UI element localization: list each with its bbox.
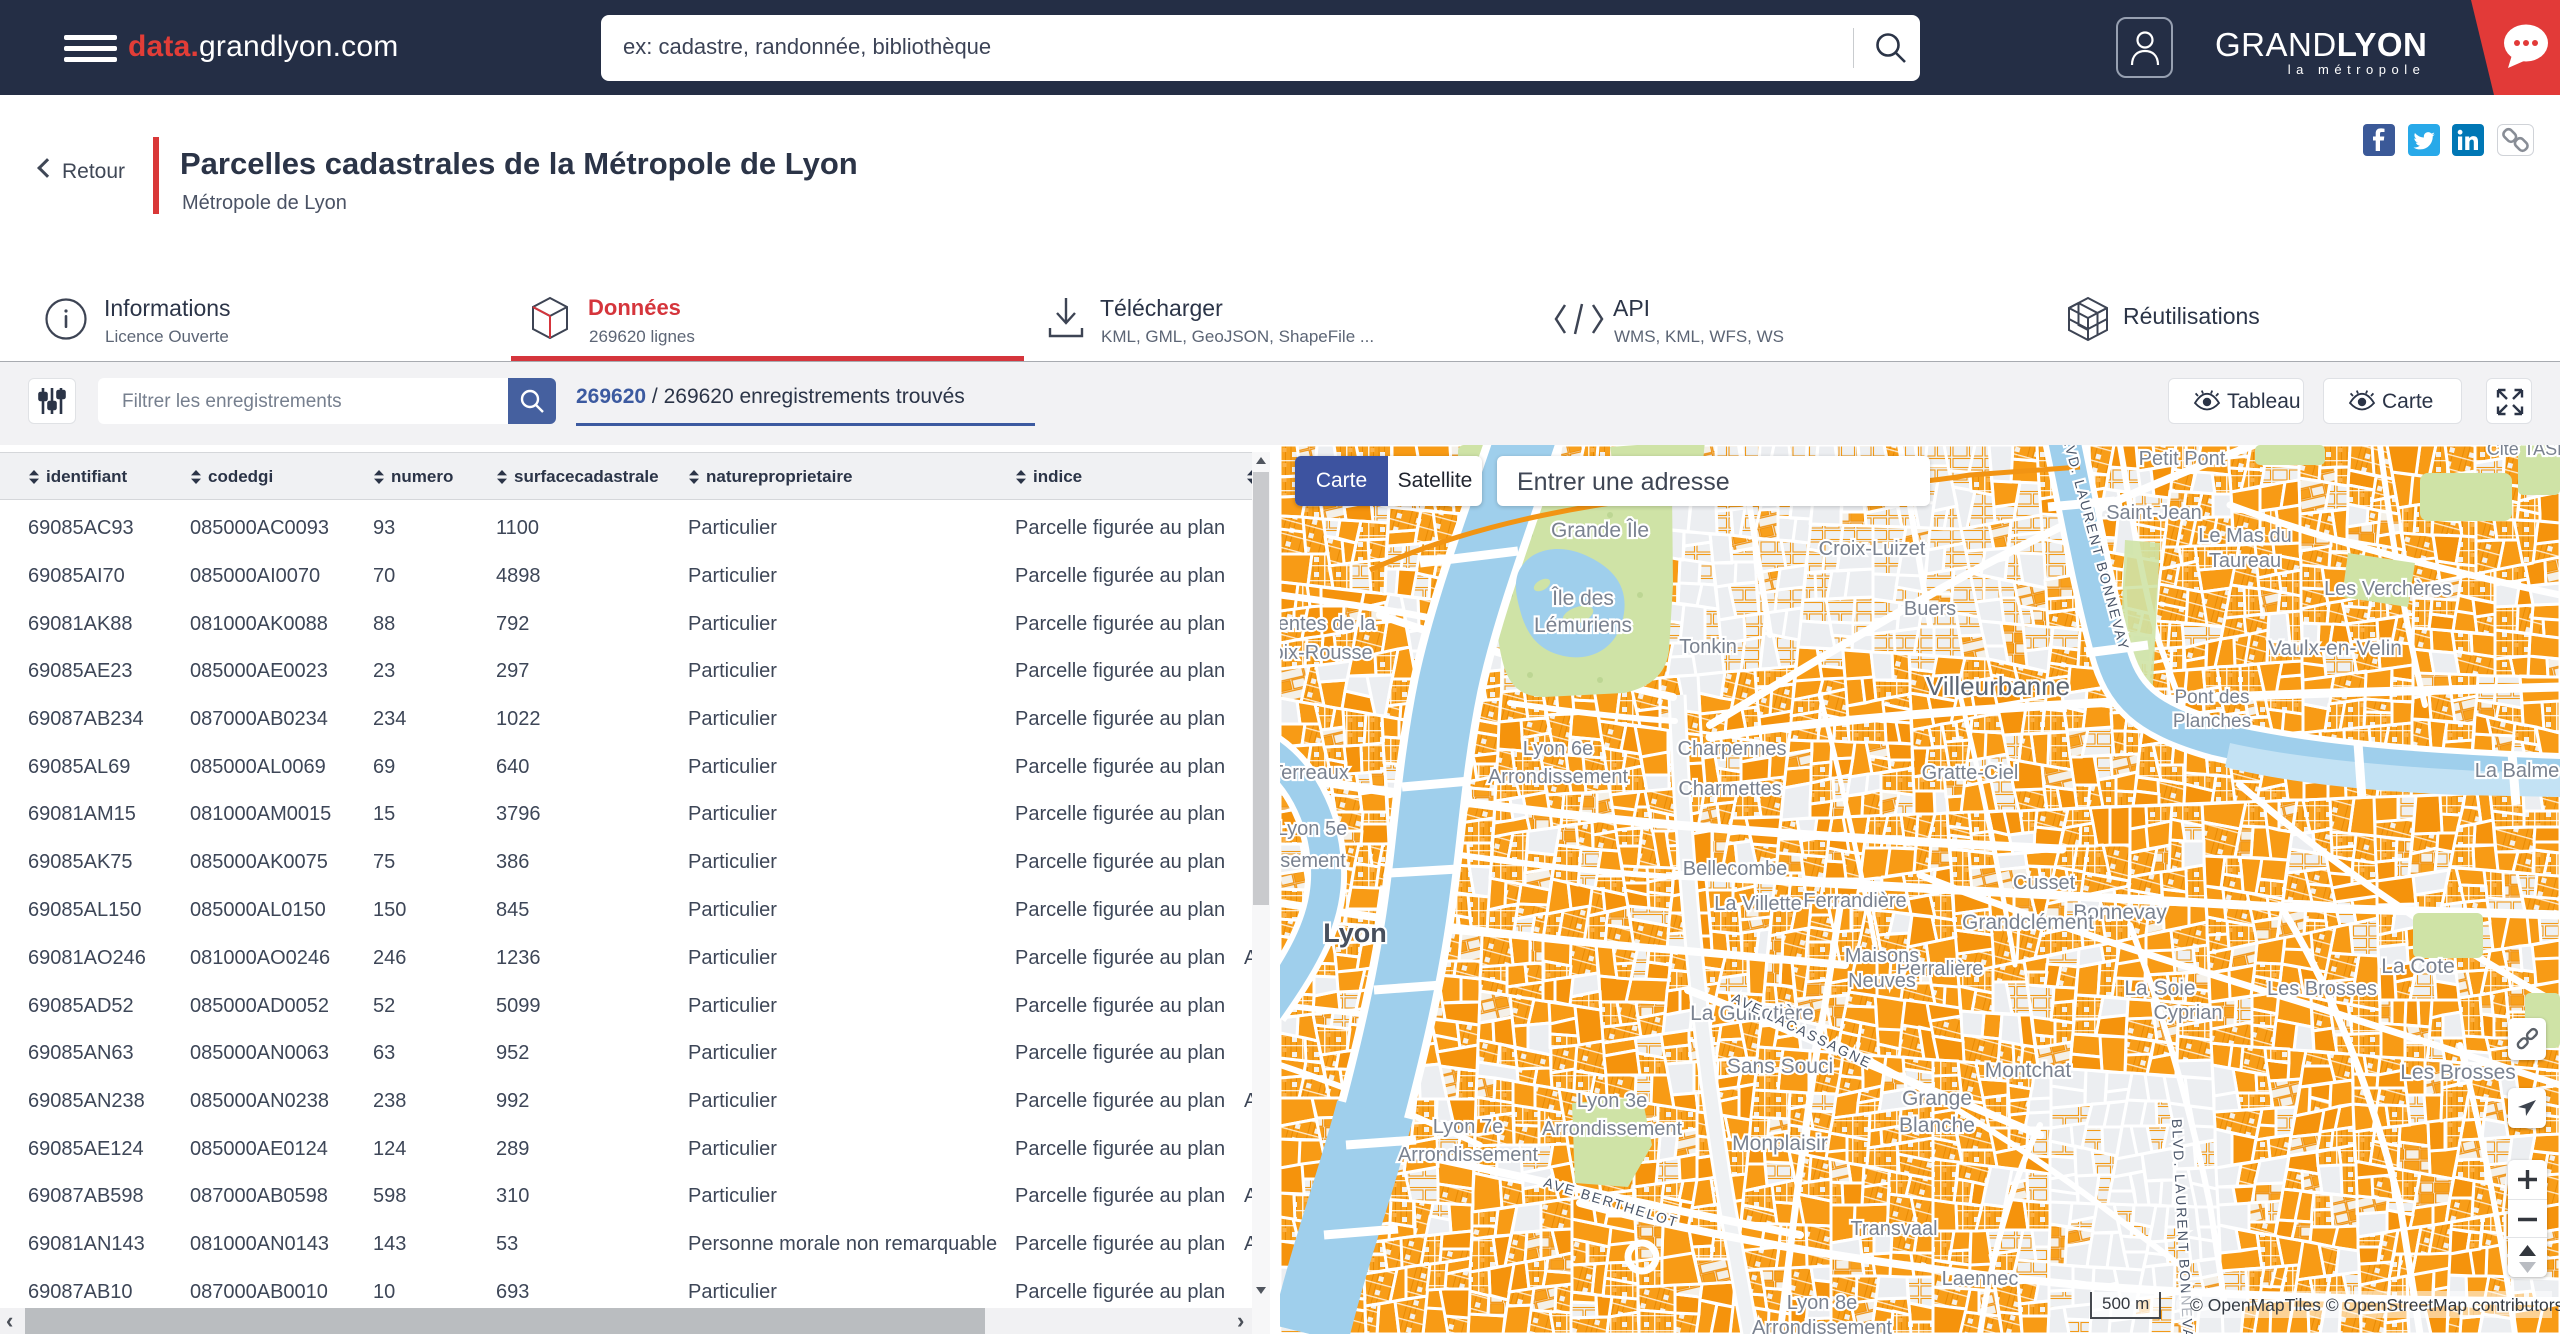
svg-text:Cusset: Cusset <box>2013 872 2076 894</box>
svg-text:Lyon 7e: Lyon 7e <box>1433 1116 1503 1138</box>
svg-text:La Cote: La Cote <box>2381 955 2455 978</box>
svg-text:La Guillotière: La Guillotière <box>1690 1002 1814 1025</box>
svg-text:Buers: Buers <box>1904 598 1956 620</box>
svg-text:Lémuriens: Lémuriens <box>1534 614 1632 637</box>
svg-text:Pentes de la: Pentes de la <box>1280 613 1376 635</box>
svg-text:Pont des: Pont des <box>2175 687 2250 708</box>
svg-text:Transvaal: Transvaal <box>1850 1218 1937 1240</box>
svg-text:Les Brosses: Les Brosses <box>2400 1061 2516 1084</box>
svg-text:Lyon 6e: Lyon 6e <box>1523 738 1593 760</box>
svg-text:La Balme: La Balme <box>2475 760 2560 782</box>
svg-text:Lyon 3e: Lyon 3e <box>1577 1090 1647 1112</box>
svg-text:Croix-Rousse: Croix-Rousse <box>1280 642 1373 664</box>
svg-text:Sans Souci: Sans Souci <box>1727 1055 1833 1078</box>
svg-text:Charmettes: Charmettes <box>1678 778 1781 800</box>
svg-text:Grandclément: Grandclément <box>1962 911 2094 934</box>
svg-text:Villeurbanne: Villeurbanne <box>1926 671 2070 701</box>
svg-text:Ferrandière: Ferrandière <box>1803 890 1906 912</box>
svg-text:Monplaisir: Monplaisir <box>1732 1132 1828 1155</box>
svg-text:Petit Pont: Petit Pont <box>2139 448 2226 470</box>
svg-text:Arrondissement: Arrondissement <box>1398 1144 1539 1166</box>
svg-text:Arrondissement: Arrondissement <box>1542 1118 1683 1140</box>
svg-text:Vaulx-en-Velin: Vaulx-en-Velin <box>2268 637 2402 660</box>
svg-text:Grange: Grange <box>1902 1087 1972 1110</box>
svg-text:ssement: ssement <box>1280 850 1346 872</box>
svg-text:Charpennes: Charpennes <box>1678 738 1787 760</box>
svg-text:Croix-Luizet: Croix-Luizet <box>1819 538 1926 560</box>
svg-text:Perralière: Perralière <box>1897 958 1984 980</box>
svg-text:Lyon 5e: Lyon 5e <box>1280 818 1347 840</box>
svg-text:La Soie: La Soie <box>2124 977 2195 1000</box>
svg-text:Les Brosses: Les Brosses <box>2267 978 2377 1000</box>
svg-text:Arrondissement: Arrondissement <box>1752 1317 1893 1334</box>
svg-text:Bonnevay: Bonnevay <box>2073 901 2167 924</box>
svg-text:Les Verchères: Les Verchères <box>2324 578 2452 600</box>
svg-text:La Villette: La Villette <box>1714 893 1801 915</box>
svg-text:Arrondissement: Arrondissement <box>1488 766 1629 788</box>
svg-text:Terreaux: Terreaux <box>1280 762 1349 784</box>
svg-text:Cyprian: Cyprian <box>2154 1002 2223 1024</box>
svg-text:Taureau: Taureau <box>2209 550 2281 572</box>
svg-text:Cité TASE: Cité TASE <box>2487 445 2560 459</box>
svg-text:Blanche: Blanche <box>1899 1114 1975 1137</box>
svg-text:Planches: Planches <box>2173 711 2251 732</box>
svg-text:Bellecombe: Bellecombe <box>1683 858 1788 880</box>
svg-text:Le Mas du: Le Mas du <box>2198 525 2291 547</box>
svg-text:Grande Île: Grande Île <box>1551 519 1649 542</box>
svg-text:Saint-Jean: Saint-Jean <box>2106 502 2202 524</box>
svg-text:Île des: Île des <box>1551 587 1614 610</box>
svg-text:Montchat: Montchat <box>1985 1059 2072 1082</box>
svg-text:Laennec: Laennec <box>1942 1268 2019 1290</box>
svg-text:Tonkin: Tonkin <box>1679 636 1737 658</box>
svg-text:Lyon: Lyon <box>1323 918 1387 948</box>
svg-text:Gratte-Ciel: Gratte-Ciel <box>1922 762 2019 784</box>
svg-text:Maisons: Maisons <box>1845 945 1919 967</box>
svg-text:Neuves: Neuves <box>1848 970 1916 992</box>
svg-text:Lyon 8e: Lyon 8e <box>1787 1292 1857 1314</box>
